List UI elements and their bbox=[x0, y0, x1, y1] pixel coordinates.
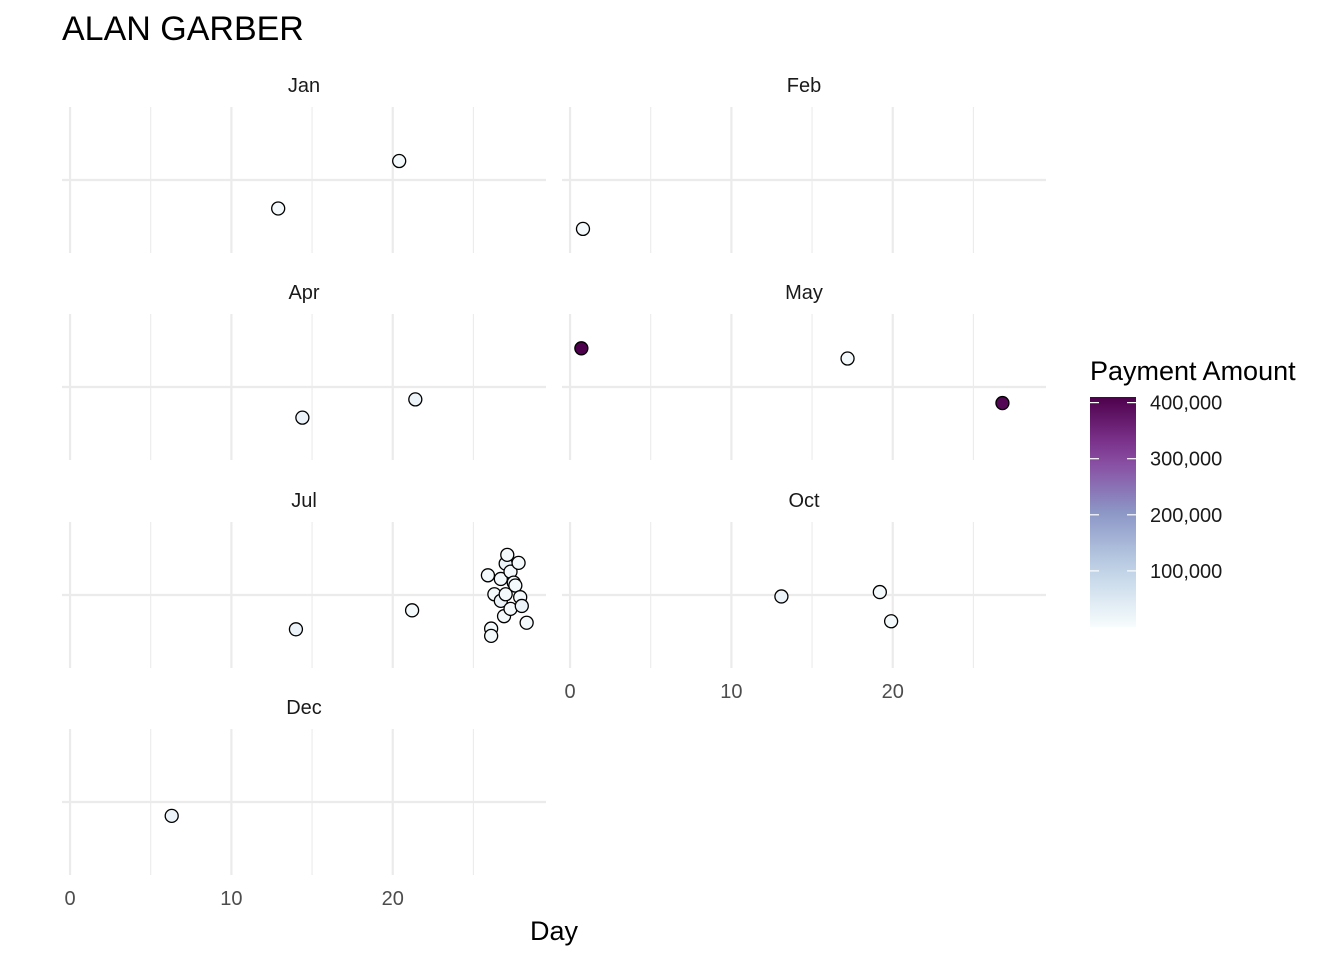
chart-title: ALAN GARBER bbox=[62, 10, 304, 48]
facet-label-dec: Dec bbox=[286, 697, 322, 719]
facet-jan: Jan bbox=[62, 75, 546, 253]
data-point bbox=[514, 598, 529, 614]
x-tick-label: 0 bbox=[65, 888, 76, 910]
x-tick-label: 20 bbox=[382, 888, 404, 910]
facet-label-may: May bbox=[785, 282, 823, 304]
data-point bbox=[840, 351, 855, 366]
facet-panels: Jan Feb Apr May Jul Oct Dec bbox=[62, 75, 1046, 875]
legend: Payment Amount 100,000 200,000 300,000 400,… bbox=[1090, 356, 1296, 627]
data-point bbox=[995, 395, 1010, 411]
facet-label-apr: Apr bbox=[288, 282, 319, 304]
facet-dec: Dec bbox=[62, 697, 546, 875]
data-point bbox=[480, 568, 496, 583]
data-point bbox=[511, 555, 526, 571]
legend-tick-label: 400,000 bbox=[1150, 393, 1222, 415]
data-point bbox=[271, 201, 286, 216]
facet-feb: Feb bbox=[562, 75, 1046, 253]
legend-tick-label: 300,000 bbox=[1150, 449, 1222, 471]
facet-apr: Apr bbox=[62, 282, 546, 460]
facet-jul: Jul bbox=[62, 490, 546, 668]
x-axes: 0 10 20 0 10 20 bbox=[65, 681, 904, 910]
facet-label-oct: Oct bbox=[788, 490, 820, 512]
legend-colorbar bbox=[1090, 397, 1136, 627]
data-point bbox=[872, 584, 887, 600]
data-point bbox=[883, 614, 899, 629]
data-point bbox=[408, 392, 423, 407]
data-point bbox=[774, 589, 789, 604]
x-tick-label: 20 bbox=[882, 681, 904, 703]
legend-tick-label: 100,000 bbox=[1150, 561, 1222, 583]
data-point bbox=[498, 587, 513, 602]
data-point bbox=[575, 221, 591, 237]
facet-oct: Oct bbox=[562, 490, 1046, 668]
data-point bbox=[574, 341, 589, 356]
x-tick-label: 0 bbox=[565, 681, 576, 703]
data-point bbox=[493, 571, 508, 587]
data-point bbox=[404, 603, 420, 618]
facet-may: May bbox=[562, 282, 1046, 460]
data-point bbox=[288, 622, 304, 637]
legend-tick-label: 200,000 bbox=[1150, 505, 1222, 527]
x-axis-title: Day bbox=[530, 916, 579, 946]
legend-title: Payment Amount bbox=[1090, 356, 1296, 386]
x-tick-label: 10 bbox=[720, 681, 742, 703]
facet-label-jul: Jul bbox=[291, 490, 317, 512]
data-point bbox=[500, 547, 515, 562]
facet-label-feb: Feb bbox=[787, 75, 821, 97]
data-point bbox=[295, 410, 310, 425]
data-point bbox=[392, 153, 407, 169]
data-point bbox=[519, 615, 534, 630]
data-point bbox=[483, 628, 499, 644]
data-point bbox=[164, 808, 179, 824]
facet-label-jan: Jan bbox=[288, 75, 320, 97]
x-tick-label: 10 bbox=[220, 888, 242, 910]
